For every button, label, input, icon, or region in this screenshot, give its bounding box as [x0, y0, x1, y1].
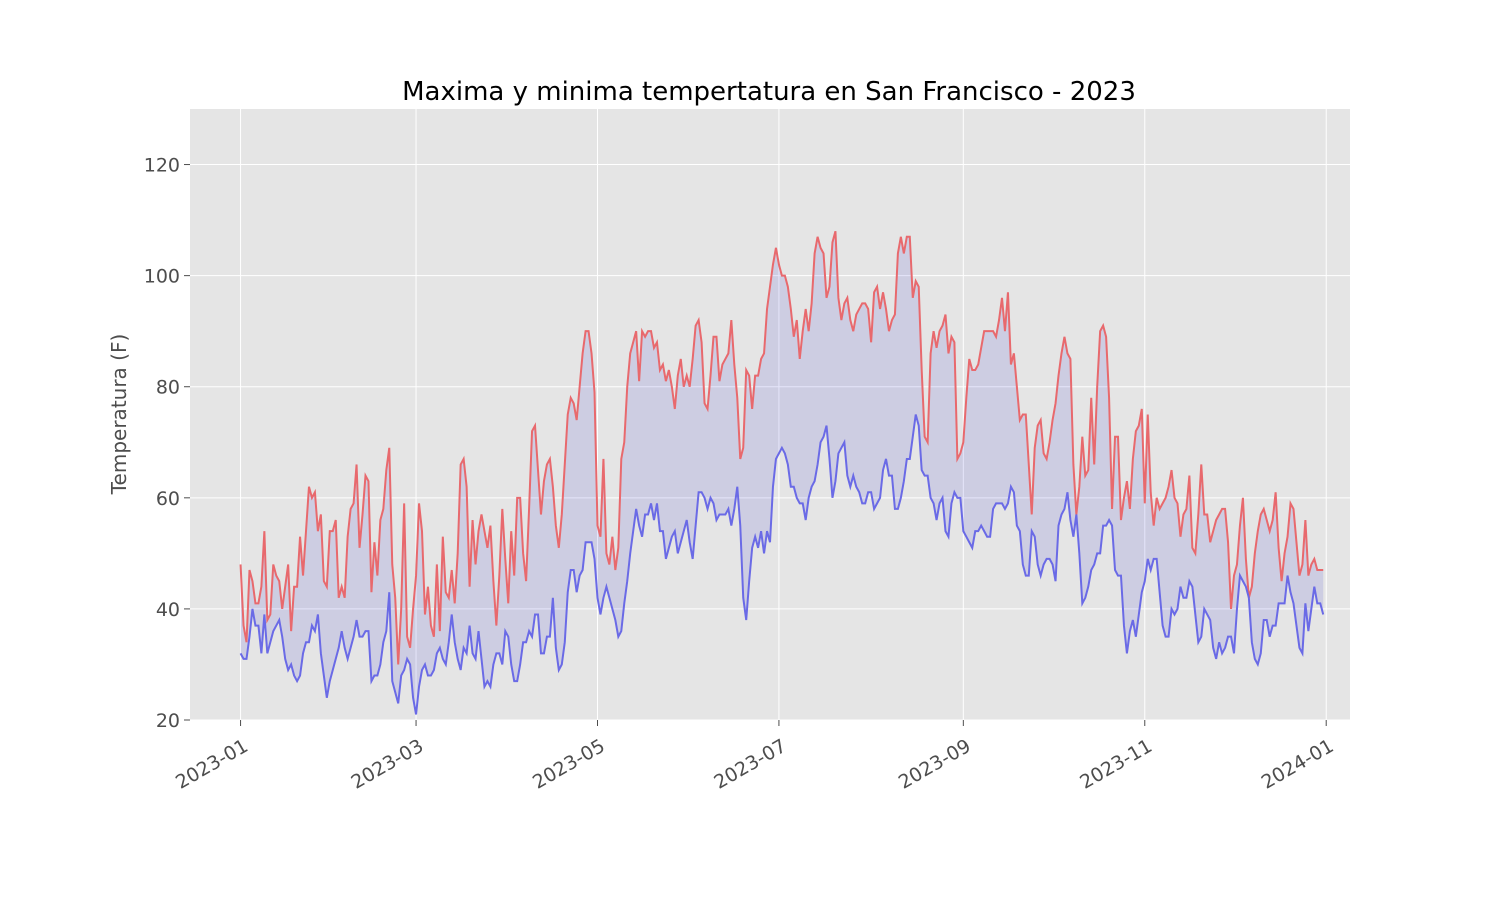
series-line-low [239, 414, 1325, 715]
series-line-high [239, 230, 1324, 665]
grid [190, 109, 1350, 721]
fill-between-area [240, 231, 1324, 715]
y-tick-label: 40 [156, 599, 180, 621]
y-tick-label: 80 [156, 377, 180, 399]
y-tick-label: 20 [156, 710, 180, 732]
y-tick-label: 120 [144, 155, 180, 177]
chart-title: Maxima y minima tempertatura en San Fran… [402, 77, 1136, 107]
y-tick-label: 100 [144, 266, 180, 288]
y-tick-label: 60 [156, 488, 180, 510]
y-axis-label: Temperatura (F) [107, 334, 131, 496]
plot-area [190, 109, 1350, 720]
